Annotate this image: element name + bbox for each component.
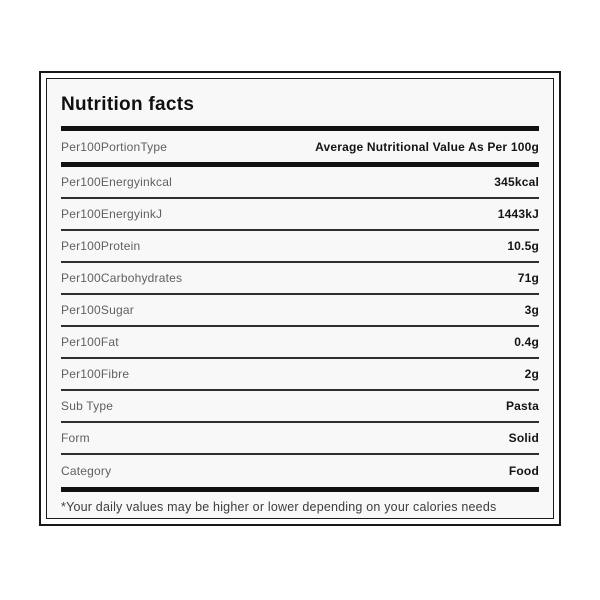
label-inner-border: Nutrition facts Per100PortionType Averag… (46, 78, 554, 519)
row-value: Solid (508, 431, 539, 445)
row-label: Per100EnergyinkJ (61, 207, 163, 221)
row-value: 0.4g (514, 335, 539, 349)
row-value: 345kcal (494, 175, 539, 189)
row-value: Pasta (505, 399, 539, 413)
divider-thick-bottom (61, 487, 539, 492)
label-outer-border: Nutrition facts Per100PortionType Averag… (39, 71, 561, 526)
table-row: Per100Protein 10.5g (61, 231, 539, 263)
header-value: Average Nutritional Value As Per 100g (315, 139, 539, 154)
row-label: Sub Type (61, 399, 114, 413)
table-header-row: Per100PortionType Average Nutritional Va… (61, 131, 539, 162)
header-label: Per100PortionType (61, 139, 168, 154)
row-label: Per100Carbohydrates (61, 271, 183, 285)
page-title: Nutrition facts (61, 94, 195, 115)
nutrition-label-card: Nutrition facts Per100PortionType Averag… (30, 62, 570, 535)
row-label: Per100Fibre (61, 367, 130, 381)
table-row: Per100Energyinkcal 345kcal (61, 167, 539, 199)
daily-values-footnote: *Your daily values may be higher or lowe… (61, 500, 497, 514)
row-label: Per100Fat (61, 335, 119, 349)
table-row: Per100EnergyinkJ 1443kJ (61, 199, 539, 231)
table-row: Category Food (61, 455, 539, 487)
row-label: Per100Energyinkcal (61, 175, 172, 189)
table-row: Sub Type Pasta (61, 391, 539, 423)
table-row: Form Solid (61, 423, 539, 455)
row-label: Category (61, 464, 112, 478)
row-value: Food (508, 464, 539, 478)
divider-thick-top (61, 126, 539, 131)
row-value: 10.5g (507, 239, 539, 253)
row-value: 2g (524, 367, 539, 381)
nutrition-rows: Per100Energyinkcal 345kcal Per100Energyi… (61, 167, 539, 487)
row-label: Per100Sugar (61, 303, 134, 317)
table-row: Per100Carbohydrates 71g (61, 263, 539, 295)
row-label: Form (61, 431, 90, 445)
table-row: Per100Fibre 2g (61, 359, 539, 391)
table-row: Per100Sugar 3g (61, 295, 539, 327)
divider-thick-header (61, 162, 539, 167)
row-value: 3g (524, 303, 539, 317)
table-row: Per100Fat 0.4g (61, 327, 539, 359)
row-label: Per100Protein (61, 239, 141, 253)
row-value: 1443kJ (497, 207, 539, 221)
row-value: 71g (517, 271, 539, 285)
